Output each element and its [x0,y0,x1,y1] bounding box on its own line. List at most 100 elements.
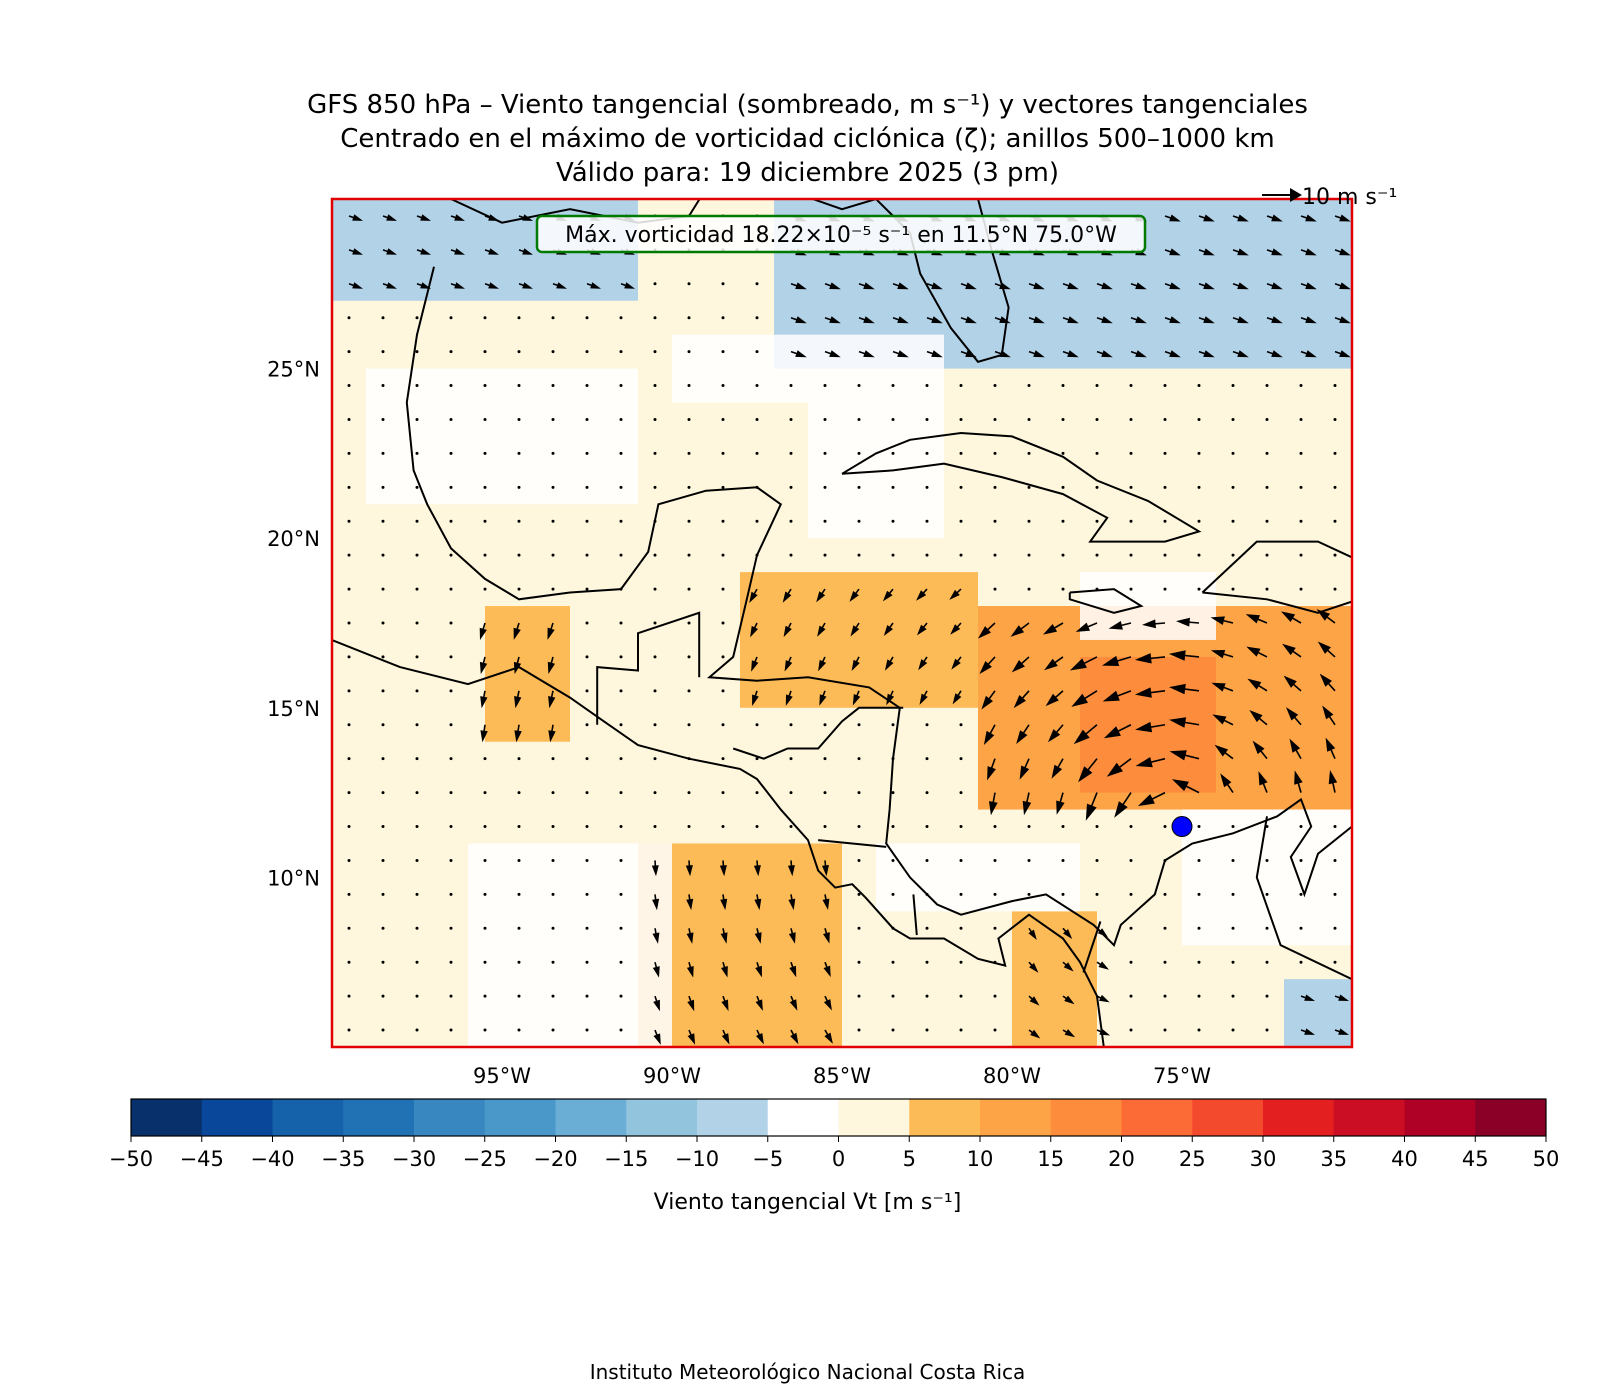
wind-vector [993,451,997,455]
wind-vector [687,995,695,1012]
wind-vector [721,451,725,455]
reference-vector: 10 m s⁻¹ [1262,185,1397,210]
wind-vector [653,417,657,421]
wind-vector [857,553,861,557]
wind-vector [994,282,1011,290]
wind-vector [1300,214,1317,222]
wind-vector [1231,1028,1235,1032]
wind-vector [687,791,691,795]
wind-vector [415,655,419,659]
wind-vector [381,825,385,829]
wind-vector [925,892,929,896]
wind-vector [415,384,419,388]
wind-vector [1333,825,1337,829]
wind-vector [1210,650,1234,659]
wind-vector [891,858,895,862]
wind-vector [1300,1028,1315,1035]
wind-vector [1164,248,1181,256]
wind-vector [517,994,521,998]
wind-vector [1232,282,1249,290]
colorbar-tick-label: 45 [1462,1147,1489,1171]
wind-vector [783,622,792,638]
wind-vector [789,791,793,795]
wind-vector [619,892,623,896]
wind-vector [480,724,488,743]
wind-vector [823,757,827,761]
wind-vector [518,214,533,221]
wind-vector [483,757,487,761]
wind-vector [1299,892,1303,896]
wind-vector [721,791,725,795]
wind-vector [653,553,657,557]
wind-vector [755,384,759,388]
wind-vector [857,994,861,998]
wind-vector [1334,282,1351,290]
wind-vector [755,282,759,286]
wind-vector [1231,485,1235,489]
wind-vector [1333,858,1337,862]
wind-vector [619,451,623,455]
wind-vector [347,791,351,795]
wind-vector [857,858,861,862]
wind-vector [687,316,691,320]
wind-vector [686,961,694,978]
wind-vector [1095,519,1099,523]
wind-vector [989,792,998,816]
wind-vector [1028,1029,1041,1039]
wind-vector [1231,451,1235,455]
wind-vector [687,350,691,354]
wind-vector [721,316,725,320]
wind-vector [960,282,977,290]
vorticity-center-marker [1171,816,1193,838]
wind-vector [619,689,623,693]
wind-vector [449,587,453,591]
wind-vector [1106,758,1132,777]
wind-vector [721,553,725,557]
wind-vector [823,995,832,1011]
wind-vector [1096,994,1110,1003]
wind-vector [926,316,943,324]
wind-vector [1028,282,1045,290]
wind-vector [755,519,759,523]
wind-vector [891,485,895,489]
wind-vector [416,282,431,289]
wind-vector [687,485,691,489]
wind-vector [1129,553,1133,557]
wind-vector [857,960,861,964]
wind-vector [1265,994,1269,998]
wind-vector [925,757,929,761]
wind-vector [857,1028,861,1032]
wind-vector [518,248,533,255]
wind-vector [1027,553,1031,557]
colorbar: −50 −45 −40 −35 −30 −25 −20 −15 −10 −5 0 5 10 15 20 25 3… [109,1098,1560,1171]
wind-vector [1129,892,1133,896]
wind-vector [449,451,453,455]
colorbar-tick-label: 50 [1533,1147,1560,1171]
wind-vector [891,892,895,896]
wind-vector [348,248,363,255]
wind-vector [381,316,385,320]
wind-vector [1281,611,1302,624]
wind-vector [415,417,419,421]
wind-vector [415,519,419,523]
wind-vector [1163,1028,1167,1032]
wind-vector [823,961,831,978]
wind-vector [1232,214,1249,222]
wind-vector [959,960,963,964]
wind-vector [1164,316,1181,324]
wind-vector [1163,892,1167,896]
shade-calm-0 [366,368,638,505]
wind-vector [381,1028,385,1032]
wind-vector [1197,451,1201,455]
wind-vector [449,1028,453,1032]
wind-vector [548,690,556,709]
wind-vector [585,655,589,659]
wind-vector [1135,721,1166,733]
wind-vector [551,926,555,930]
wind-vector [483,1028,487,1032]
wind-vector [653,384,657,388]
colorbar-tick-label: 40 [1391,1147,1418,1171]
wind-vector [981,690,996,710]
footer-credit: Instituto Meteorológico Nacional Costa R… [589,1360,1026,1384]
